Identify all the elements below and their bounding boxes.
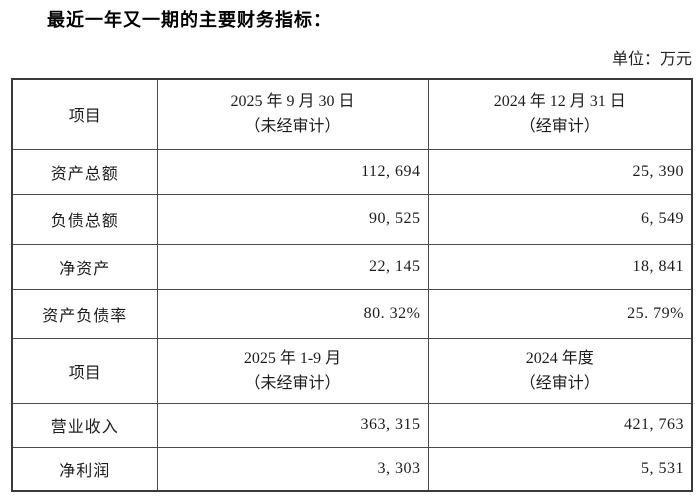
table-row-header-income: 项目 2025 年 1-9 月 （未经审计） 2024 年度 （经审计） — [11, 337, 693, 404]
table-row-debt-ratio: 资产负债率 80. 32% 25. 79% — [11, 288, 693, 339]
header-prior-audit-status: （经审计） — [519, 374, 600, 392]
row-label: 资产负债率 — [11, 288, 158, 339]
header-item-label: 项目 — [68, 364, 101, 382]
cell-value-current: 112, 694 — [156, 148, 429, 195]
header-prior-date: 2024 年 12 月 31 日 — [493, 93, 626, 111]
cell-value-current: 80. 32% — [156, 288, 429, 339]
header-current-date: 2025 年 1-9 月 — [243, 349, 342, 367]
header-prior-audit-status: （经审计） — [519, 118, 600, 136]
row-label: 营业收入 — [11, 402, 158, 448]
table-row-net-assets: 净资产 22, 145 18, 841 — [11, 243, 693, 290]
row-label: 负债总额 — [11, 193, 158, 245]
cell-value-prior: 421, 763 — [427, 402, 693, 448]
cell-value-current: 363, 315 — [156, 402, 429, 448]
header-current-audit-status: （未经审计） — [244, 118, 341, 136]
table-row-net-profit: 净利润 3, 303 5, 531 — [11, 446, 693, 492]
header-current-period-cell: 2025 年 1-9 月 （未经审计） — [156, 337, 429, 404]
table-row-operating-revenue: 营业收入 363, 315 421, 763 — [11, 402, 693, 448]
row-label: 净利润 — [11, 446, 158, 492]
table-row-header-balance: 项目 2025 年 9 月 30 日 （未经审计） 2024 年 12 月 31… — [11, 78, 693, 150]
cell-value-prior: 18, 841 — [427, 243, 693, 290]
header-prior-period-cell: 2024 年 12 月 31 日 （经审计） — [427, 78, 693, 150]
header-prior-date: 2024 年度 — [525, 349, 594, 367]
header-current-audit-status: （未经审计） — [244, 374, 341, 392]
cell-value-prior: 25. 79% — [427, 288, 693, 339]
cell-value-prior: 6, 549 — [427, 193, 693, 245]
cell-value-current: 3, 303 — [156, 446, 429, 492]
header-prior-period-cell: 2024 年度 （经审计） — [427, 337, 693, 404]
header-item-label: 项目 — [68, 108, 101, 126]
cell-value-prior: 5, 531 — [427, 446, 693, 492]
row-label: 资产总额 — [11, 148, 158, 195]
cell-value-current: 90, 525 — [156, 193, 429, 245]
cell-value-current: 22, 145 — [156, 243, 429, 290]
header-item-cell: 项目 — [11, 78, 158, 150]
header-current-date: 2025 年 9 月 30 日 — [230, 93, 355, 111]
unit-label: 单位：万元 — [611, 51, 692, 68]
row-label: 净资产 — [11, 243, 158, 290]
section-title: 最近一年又一期的主要财务指标： — [47, 10, 332, 30]
table-row-total-liabilities: 负债总额 90, 525 6, 549 — [11, 193, 693, 245]
cell-value-prior: 25, 390 — [427, 148, 693, 195]
header-current-period-cell: 2025 年 9 月 30 日 （未经审计） — [156, 78, 429, 150]
financial-indicators-table: 项目 2025 年 9 月 30 日 （未经审计） 2024 年 12 月 31… — [11, 78, 693, 492]
header-item-cell: 项目 — [11, 337, 158, 404]
table-row-total-assets: 资产总额 112, 694 25, 390 — [11, 148, 693, 195]
